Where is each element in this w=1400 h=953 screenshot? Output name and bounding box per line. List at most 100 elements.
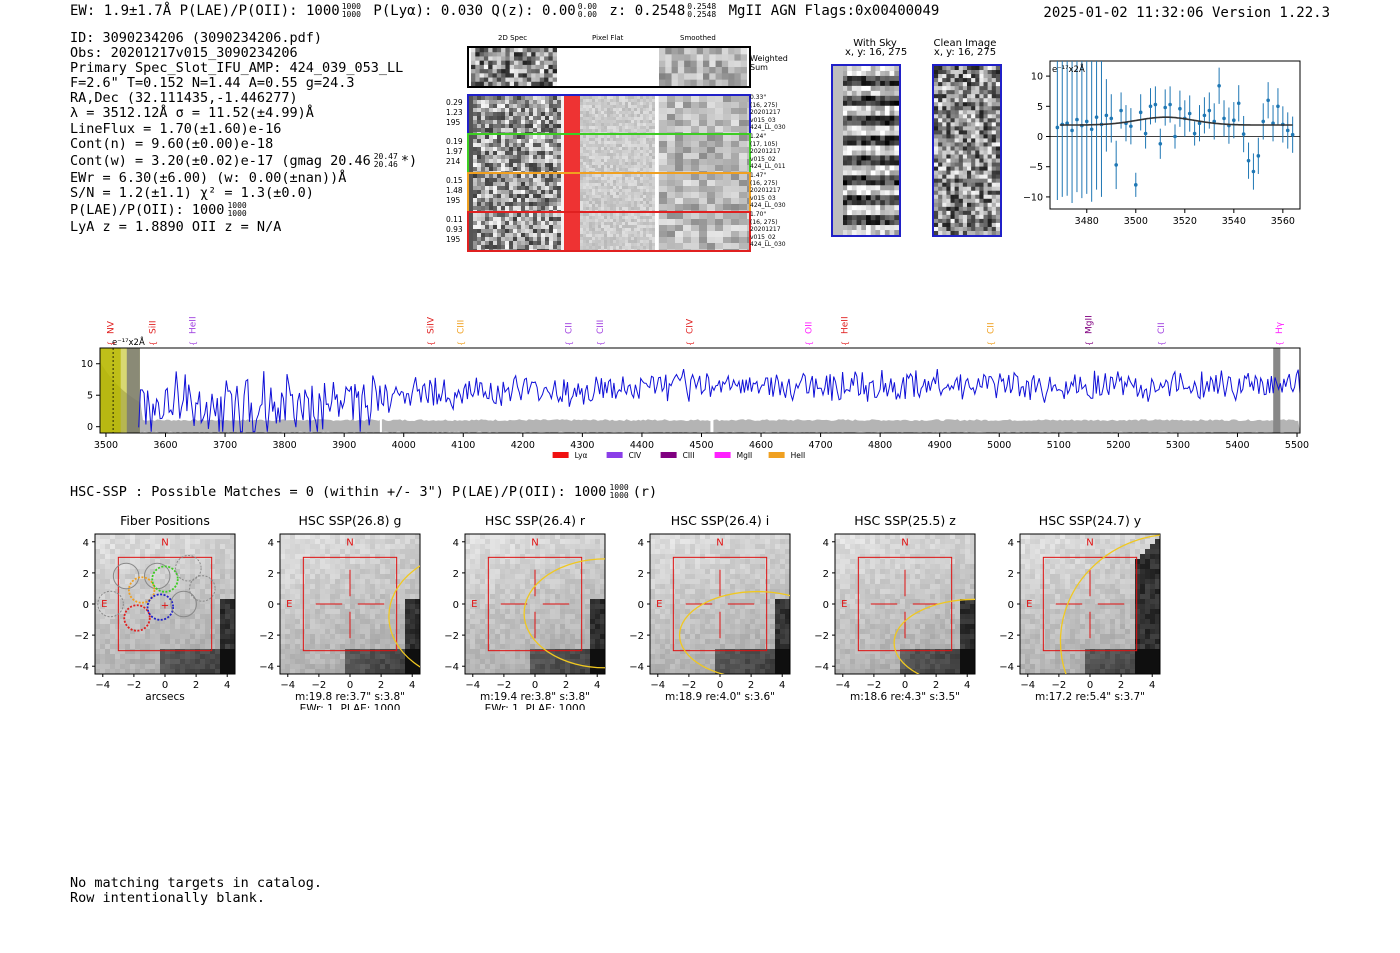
svg-text:Hγ: Hγ bbox=[1275, 321, 1285, 334]
hsc-x-tick-label: 2 bbox=[748, 680, 754, 691]
hsc-x-tick-label: 4 bbox=[964, 680, 970, 691]
fit-y-tick-label: 10 bbox=[1031, 72, 1043, 83]
hsc-x-tick-label: −2 bbox=[682, 680, 697, 691]
spectrum-line-label: CII { bbox=[986, 322, 996, 346]
fit-data-point bbox=[1109, 94, 1114, 143]
hsc-y-tick-label: −2 bbox=[444, 631, 459, 642]
spectrum-line-label: CIII { bbox=[596, 320, 606, 346]
fiber-circle bbox=[97, 590, 124, 618]
hsc-x-tick-label: 2 bbox=[378, 680, 384, 691]
info-cont-w-text: Cont(w) = 3.20(±0.02)e-17 (gmag 20.46 bbox=[70, 152, 371, 169]
cutout-row-stat: 0.29 bbox=[446, 98, 463, 107]
hsc-x-tick-label: −2 bbox=[497, 680, 512, 691]
hsc-east-label: E bbox=[656, 599, 662, 610]
weighted-sum-noise bbox=[471, 48, 558, 87]
fit-data-point bbox=[1256, 137, 1261, 174]
spectrum-line-label: CII { bbox=[1157, 322, 1167, 346]
cutout-row-stat: 0.15 bbox=[446, 176, 463, 185]
hsc-panel-title: HSC SSP(24.7) y bbox=[1039, 513, 1142, 528]
hsc-east-label: E bbox=[286, 599, 292, 610]
hsc-search-box bbox=[857, 556, 953, 652]
fit-data-point bbox=[1266, 82, 1270, 119]
cutout-row-stats: 0.11 0.93 195 bbox=[446, 215, 463, 245]
svg-text:MgII: MgII bbox=[1085, 315, 1095, 334]
hsc-x-tick-label: 2 bbox=[563, 680, 569, 691]
cutout-row-frame bbox=[467, 172, 751, 213]
svg-text:{: { bbox=[565, 341, 574, 346]
spectrum-x-tick-label: 3500 bbox=[94, 440, 118, 451]
cutout-row-frame bbox=[467, 94, 751, 135]
cutout-row-meta-line: 1.70" bbox=[750, 211, 767, 218]
info-lineflux: LineFlux = 1.70(±1.60)e-16 bbox=[70, 120, 282, 137]
cutout-row: 0.15 1.48 195 1.47" (16, 275) 20201217 v015_03… bbox=[440, 172, 790, 213]
cutout-row-stat: 1.23 bbox=[446, 108, 463, 117]
cutout-row-meta-line: 20201217 bbox=[750, 148, 781, 155]
hsc-y-tick-label: −2 bbox=[259, 631, 274, 642]
info-plae: P(LAE)/P(OII): 1000 1000 1000 bbox=[70, 201, 417, 220]
hsc-aperture-ellipse bbox=[1059, 534, 1160, 674]
spectrum-x-tick-label: 4200 bbox=[511, 440, 535, 451]
footer-blank-row: Row intentionally blank. bbox=[70, 890, 266, 906]
spectrum-line-label: HeII { bbox=[840, 316, 850, 346]
hsc-panel: Fiber Positions N E +4 −4 2 −2 0 0 −2 2 −4 4 arcsecs bbox=[74, 513, 236, 703]
hsc-y-tick-label: −2 bbox=[74, 631, 89, 642]
svg-text:{: { bbox=[1085, 341, 1094, 346]
fit-data-point bbox=[1143, 118, 1148, 149]
hsc-y-tick-label: 2 bbox=[823, 569, 829, 580]
hsc-panel-caption: m:19.8 re:3.7" s:3.8" bbox=[295, 691, 405, 703]
spectrum-x-tick-label: 5500 bbox=[1285, 440, 1309, 451]
with-sky-image bbox=[831, 64, 901, 237]
hsc-north-label: N bbox=[901, 538, 908, 549]
hsc-x-tick-label: 4 bbox=[409, 680, 415, 691]
hsc-panel-caption-2: EWr: 1, PLAE: 1000 bbox=[485, 703, 586, 710]
cutout-panel: 2D Spec Pixel Flat Smoothed Weighted Sum… bbox=[440, 34, 790, 259]
fit-x-tick-label: 3520 bbox=[1173, 216, 1197, 227]
hsc-y-tick-label: 0 bbox=[823, 600, 829, 611]
fit-data-point bbox=[1285, 112, 1290, 149]
fit-data-point bbox=[1251, 153, 1256, 190]
svg-text:{: { bbox=[427, 341, 436, 346]
fit-annotation: e⁻¹⁷x2Å bbox=[1052, 63, 1085, 75]
fit-data-point bbox=[1236, 85, 1241, 122]
cutout-row-meta-line: 20201217 bbox=[750, 187, 781, 194]
hsc-panel-title: HSC SSP(26.4) r bbox=[485, 513, 586, 528]
svg-text:{: { bbox=[1157, 341, 1166, 346]
spectrum-x-tick-label: 4500 bbox=[689, 440, 713, 451]
hsc-x-tick-label: 2 bbox=[193, 680, 199, 691]
header-ew: EW: 1.9±1.7Å P(LAE)/P(OII): 1000 bbox=[70, 3, 340, 19]
spectrum-line-label: SiIV { bbox=[427, 316, 437, 346]
spectrum-line-label: NV { bbox=[107, 320, 117, 346]
hsc-aperture-ellipse bbox=[893, 598, 975, 674]
hsc-north-label: N bbox=[161, 538, 168, 549]
spectrum-x-tick-label: 5300 bbox=[1166, 440, 1190, 451]
fiber-circle bbox=[146, 593, 174, 621]
hsc-y-tick-label: 4 bbox=[823, 538, 829, 549]
spectrum-line-label: CIII { bbox=[456, 320, 466, 346]
hsc-x-tick-label: 4 bbox=[1149, 680, 1155, 691]
spectrum-line-label: OII { bbox=[805, 322, 815, 346]
hsc-x-tick-label: 0 bbox=[1087, 680, 1093, 691]
hsc-y-tick-label: 4 bbox=[638, 538, 644, 549]
svg-text:CIII: CIII bbox=[596, 320, 606, 334]
info-obs: Obs: 20201217v015_3090234206 bbox=[70, 45, 298, 62]
cutout-row-meta-line: (16, 275) bbox=[750, 179, 778, 187]
fit-data-point bbox=[1197, 105, 1202, 142]
svg-text:{: { bbox=[986, 341, 995, 346]
cutout-row-stats: 0.19 1.97 214 bbox=[446, 137, 463, 167]
hsc-search-box bbox=[302, 556, 398, 652]
hsc-x-tick-label: 4 bbox=[224, 680, 230, 691]
spectrum-legend-item: CIII bbox=[660, 451, 694, 460]
fit-data-point bbox=[1114, 140, 1118, 190]
hsc-x-tick-label: 2 bbox=[1118, 680, 1124, 691]
cutout-row-meta-line: 424_LL_030 bbox=[750, 124, 786, 131]
hsc-panel: HSC SSP(26.4) r N E 4 −4 2 −2 0 0 −2 2 −4 4 m:19.4 re… bbox=[444, 513, 606, 710]
header-plae-sub: 1000 bbox=[341, 10, 361, 19]
cutout-row-meta-line: v015_02 bbox=[750, 233, 776, 241]
spectrum-x-tick-label: 3900 bbox=[332, 440, 356, 451]
fit-data-point bbox=[1089, 61, 1094, 202]
spectrum-frame-bg bbox=[100, 348, 1300, 433]
svg-text:NV: NV bbox=[107, 320, 117, 334]
cutout-row-meta-line: v015_03 bbox=[750, 194, 776, 202]
hsc-y-tick-label: 0 bbox=[268, 600, 274, 611]
hsc-y-tick-label: 2 bbox=[268, 569, 274, 580]
